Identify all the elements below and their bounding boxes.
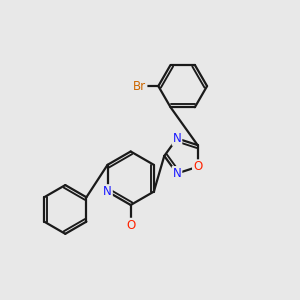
Text: N: N <box>172 132 182 145</box>
Text: N: N <box>103 185 112 198</box>
Text: N: N <box>172 167 182 180</box>
Text: O: O <box>193 160 202 173</box>
Text: Br: Br <box>133 80 146 93</box>
Text: O: O <box>126 219 135 232</box>
